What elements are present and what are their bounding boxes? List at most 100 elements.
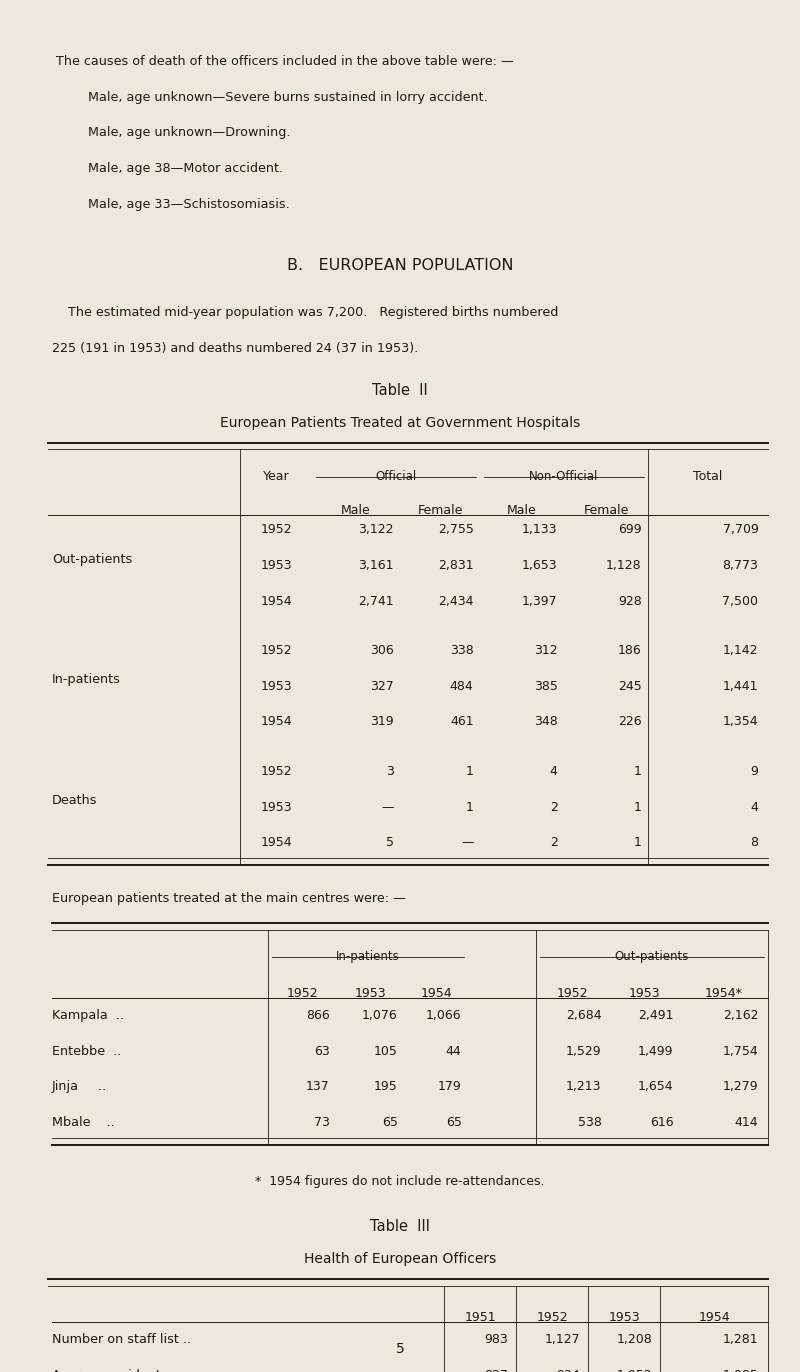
Text: Kampala  ..: Kampala .. xyxy=(52,1010,124,1022)
Text: —: — xyxy=(461,837,474,849)
Text: 1954: 1954 xyxy=(260,595,292,608)
Text: 2,434: 2,434 xyxy=(438,595,474,608)
Text: —: — xyxy=(381,801,394,814)
Text: 1953: 1953 xyxy=(354,988,386,1000)
Text: 348: 348 xyxy=(534,716,558,729)
Text: 1,653: 1,653 xyxy=(522,560,558,572)
Text: 2,684: 2,684 xyxy=(566,1010,602,1022)
Text: 1: 1 xyxy=(466,766,474,778)
Text: 1,441: 1,441 xyxy=(723,681,758,693)
Text: 1: 1 xyxy=(634,766,642,778)
Text: 1,499: 1,499 xyxy=(638,1045,674,1058)
Text: European Patients Treated at Government Hospitals: European Patients Treated at Government … xyxy=(220,416,580,429)
Text: 983: 983 xyxy=(484,1334,508,1346)
Text: 1,279: 1,279 xyxy=(722,1081,758,1093)
Text: 866: 866 xyxy=(306,1010,330,1022)
Text: 414: 414 xyxy=(734,1117,758,1129)
Text: 44: 44 xyxy=(446,1045,462,1058)
Text: 2: 2 xyxy=(550,801,558,814)
Text: 8,773: 8,773 xyxy=(722,560,758,572)
Text: Non-Official: Non-Official xyxy=(530,471,598,483)
Text: Number on staff list ..: Number on staff list .. xyxy=(52,1334,191,1346)
Text: In-patients: In-patients xyxy=(52,674,121,686)
Text: 1952: 1952 xyxy=(260,524,292,536)
Text: 1954: 1954 xyxy=(698,1312,730,1324)
Text: 1953: 1953 xyxy=(260,681,292,693)
Text: 1952: 1952 xyxy=(260,766,292,778)
Text: 1954: 1954 xyxy=(260,716,292,729)
Text: 1: 1 xyxy=(634,801,642,814)
Text: 1,397: 1,397 xyxy=(522,595,558,608)
Text: Entebbe  ..: Entebbe .. xyxy=(52,1045,122,1058)
Text: 934: 934 xyxy=(556,1369,580,1372)
Text: Mbale    ..: Mbale .. xyxy=(52,1117,114,1129)
Text: 1,654: 1,654 xyxy=(638,1081,674,1093)
Text: Female: Female xyxy=(418,505,462,517)
Text: 105: 105 xyxy=(374,1045,398,1058)
Text: 1,142: 1,142 xyxy=(723,645,758,657)
Text: Official: Official xyxy=(375,471,417,483)
Text: 2: 2 xyxy=(550,837,558,849)
Text: 461: 461 xyxy=(450,716,474,729)
Text: Total: Total xyxy=(694,471,722,483)
Text: 4: 4 xyxy=(550,766,558,778)
Text: 1,354: 1,354 xyxy=(722,716,758,729)
Text: 2,755: 2,755 xyxy=(438,524,474,536)
Text: 319: 319 xyxy=(370,716,394,729)
Text: 2,491: 2,491 xyxy=(638,1010,674,1022)
Text: 3,161: 3,161 xyxy=(358,560,394,572)
Text: 5: 5 xyxy=(386,837,394,849)
Text: Male, age 33—Schistosomiasis.: Male, age 33—Schistosomiasis. xyxy=(56,198,290,210)
Text: 1,208: 1,208 xyxy=(616,1334,652,1346)
Text: 306: 306 xyxy=(370,645,394,657)
Text: The estimated mid-year population was 7,200.   Registered births numbered: The estimated mid-year population was 7,… xyxy=(52,306,558,318)
Text: 1: 1 xyxy=(634,837,642,849)
Text: 73: 73 xyxy=(314,1117,330,1129)
Text: 827: 827 xyxy=(484,1369,508,1372)
Text: 195: 195 xyxy=(374,1081,398,1093)
Text: In-patients: In-patients xyxy=(336,951,400,963)
Text: 63: 63 xyxy=(314,1045,330,1058)
Text: 312: 312 xyxy=(534,645,558,657)
Text: Year: Year xyxy=(262,471,290,483)
Text: 1,281: 1,281 xyxy=(722,1334,758,1346)
Text: 179: 179 xyxy=(438,1081,462,1093)
Text: Female: Female xyxy=(583,505,629,517)
Text: 3: 3 xyxy=(386,766,394,778)
Text: 338: 338 xyxy=(450,645,474,657)
Text: 2,831: 2,831 xyxy=(438,560,474,572)
Text: 1952: 1952 xyxy=(260,645,292,657)
Text: Male, age 38—Motor accident.: Male, age 38—Motor accident. xyxy=(56,162,283,174)
Text: 2,741: 2,741 xyxy=(358,595,394,608)
Text: 1,066: 1,066 xyxy=(426,1010,462,1022)
Text: 1952: 1952 xyxy=(536,1312,568,1324)
Text: 385: 385 xyxy=(534,681,558,693)
Text: 225 (191 in 1953) and deaths numbered 24 (37 in 1953).: 225 (191 in 1953) and deaths numbered 24… xyxy=(52,342,418,354)
Text: 699: 699 xyxy=(618,524,642,536)
Text: 928: 928 xyxy=(618,595,642,608)
Text: 1,127: 1,127 xyxy=(544,1334,580,1346)
Text: 1,213: 1,213 xyxy=(566,1081,602,1093)
Text: The causes of death of the officers included in the above table were: —: The causes of death of the officers incl… xyxy=(56,55,514,67)
Text: 65: 65 xyxy=(382,1117,398,1129)
Text: 7,500: 7,500 xyxy=(722,595,758,608)
Text: Male: Male xyxy=(507,505,537,517)
Text: 3,122: 3,122 xyxy=(358,524,394,536)
Text: 1953: 1953 xyxy=(260,560,292,572)
Text: 5: 5 xyxy=(396,1342,404,1356)
Text: European patients treated at the main centres were: —: European patients treated at the main ce… xyxy=(52,893,406,906)
Text: 327: 327 xyxy=(370,681,394,693)
Text: 1,529: 1,529 xyxy=(566,1045,602,1058)
Text: 1954: 1954 xyxy=(260,837,292,849)
Text: 137: 137 xyxy=(306,1081,330,1093)
Text: 1,128: 1,128 xyxy=(606,560,642,572)
Text: 245: 245 xyxy=(618,681,642,693)
Text: 1951: 1951 xyxy=(464,1312,496,1324)
Text: Table  II: Table II xyxy=(372,383,428,398)
Text: Average resident: Average resident xyxy=(52,1369,161,1372)
Text: Jinja     ..: Jinja .. xyxy=(52,1081,107,1093)
Text: Male: Male xyxy=(341,505,371,517)
Text: 1,085: 1,085 xyxy=(722,1369,758,1372)
Text: 1954*: 1954* xyxy=(705,988,743,1000)
Text: 1954: 1954 xyxy=(420,988,452,1000)
